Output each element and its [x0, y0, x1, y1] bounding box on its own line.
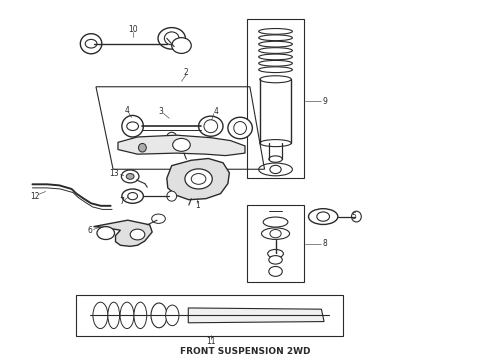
- Circle shape: [270, 165, 281, 174]
- Ellipse shape: [260, 140, 291, 147]
- Ellipse shape: [164, 32, 179, 45]
- Ellipse shape: [122, 189, 144, 203]
- Ellipse shape: [93, 302, 108, 329]
- Ellipse shape: [269, 256, 282, 264]
- Bar: [247, 205, 304, 282]
- Circle shape: [317, 212, 330, 221]
- Ellipse shape: [351, 211, 361, 222]
- Ellipse shape: [259, 60, 293, 66]
- Ellipse shape: [172, 38, 191, 53]
- Text: 4: 4: [124, 106, 129, 115]
- Circle shape: [122, 170, 139, 183]
- Ellipse shape: [263, 217, 288, 227]
- Ellipse shape: [259, 28, 293, 34]
- Polygon shape: [94, 220, 152, 246]
- Text: 12: 12: [30, 192, 40, 201]
- Ellipse shape: [259, 163, 293, 176]
- Circle shape: [185, 169, 212, 189]
- Ellipse shape: [167, 191, 176, 201]
- Ellipse shape: [139, 143, 147, 152]
- Text: 5: 5: [351, 212, 356, 221]
- Circle shape: [191, 174, 206, 184]
- Circle shape: [127, 122, 139, 131]
- Bar: [247, 19, 304, 178]
- Ellipse shape: [204, 120, 218, 133]
- Polygon shape: [118, 135, 245, 156]
- Ellipse shape: [134, 302, 147, 329]
- Ellipse shape: [259, 41, 293, 47]
- Ellipse shape: [158, 28, 185, 49]
- Text: 9: 9: [322, 96, 327, 105]
- Ellipse shape: [152, 214, 165, 224]
- Polygon shape: [167, 158, 229, 200]
- Ellipse shape: [167, 132, 176, 141]
- Ellipse shape: [259, 54, 293, 60]
- Ellipse shape: [108, 302, 120, 329]
- Text: 11: 11: [206, 337, 216, 346]
- Text: 3: 3: [159, 107, 163, 116]
- Ellipse shape: [309, 209, 338, 225]
- Circle shape: [270, 230, 281, 238]
- Ellipse shape: [268, 249, 283, 258]
- Text: FRONT SUSPENSION 2WD: FRONT SUSPENSION 2WD: [180, 347, 310, 356]
- Ellipse shape: [234, 122, 246, 134]
- Circle shape: [97, 226, 115, 239]
- Ellipse shape: [80, 34, 102, 54]
- Ellipse shape: [198, 116, 223, 136]
- Text: 10: 10: [128, 25, 137, 34]
- Ellipse shape: [120, 302, 134, 329]
- Ellipse shape: [269, 156, 282, 162]
- Ellipse shape: [122, 116, 144, 137]
- Ellipse shape: [259, 48, 293, 53]
- Text: 6: 6: [88, 226, 93, 235]
- Circle shape: [85, 40, 97, 48]
- Circle shape: [130, 229, 145, 240]
- Text: 13: 13: [109, 169, 119, 178]
- Text: 7: 7: [120, 197, 124, 206]
- Circle shape: [128, 193, 138, 200]
- Ellipse shape: [166, 305, 179, 326]
- Ellipse shape: [228, 117, 252, 139]
- Ellipse shape: [260, 76, 291, 83]
- Ellipse shape: [259, 35, 293, 41]
- Polygon shape: [188, 308, 324, 323]
- Ellipse shape: [151, 303, 167, 328]
- Circle shape: [172, 138, 190, 151]
- Text: 2: 2: [184, 68, 189, 77]
- Bar: [76, 295, 343, 336]
- Text: 8: 8: [322, 239, 327, 248]
- Text: 1: 1: [195, 201, 199, 210]
- Circle shape: [269, 266, 282, 276]
- Ellipse shape: [262, 228, 290, 239]
- Ellipse shape: [259, 67, 293, 73]
- Text: 4: 4: [213, 107, 218, 116]
- Circle shape: [126, 174, 134, 179]
